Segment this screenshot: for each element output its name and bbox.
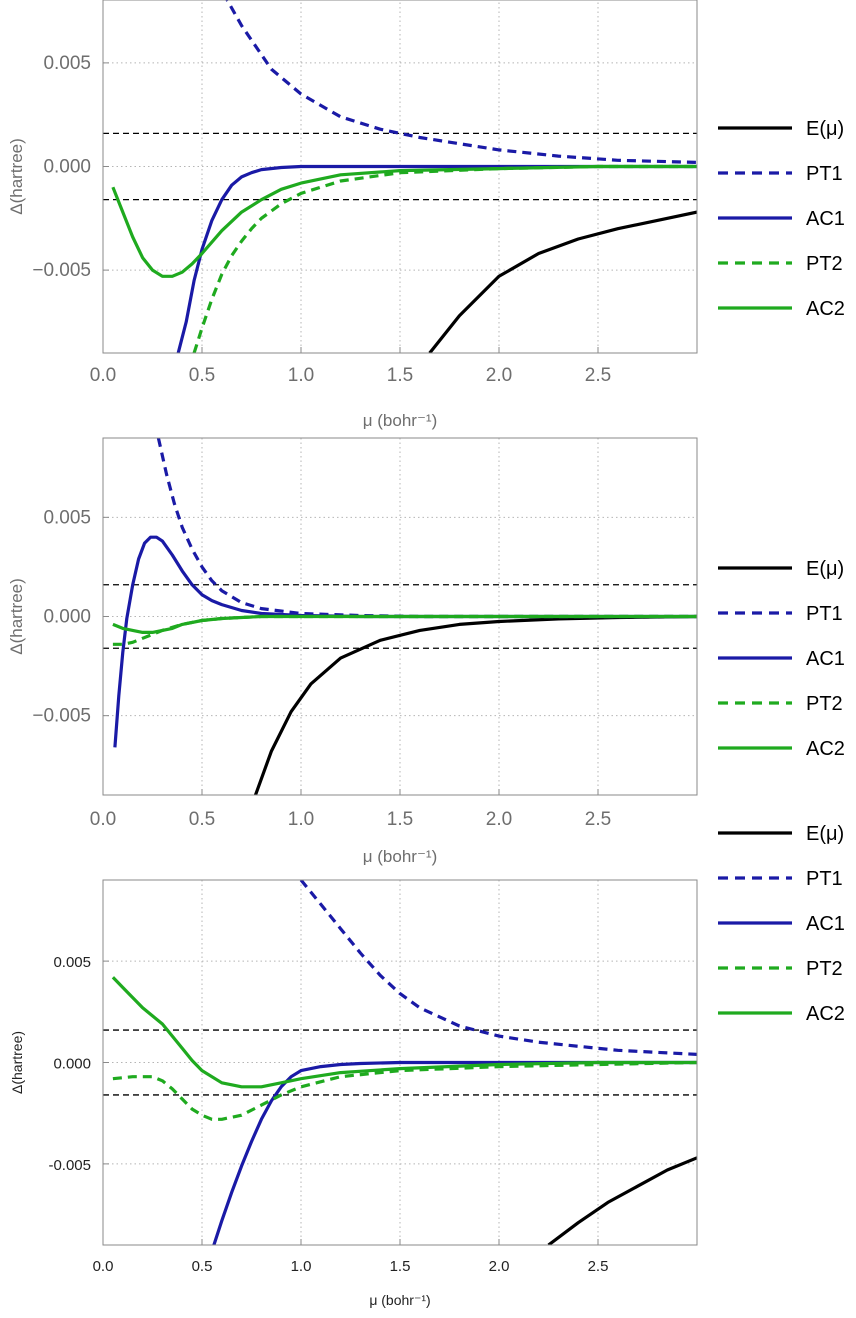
x-tick-label: 2.0 [489,1258,510,1275]
y-tick-label: 0.000 [53,1056,91,1073]
x-tick-label: 0.5 [189,365,215,386]
x-tick-label: 2.0 [486,809,512,830]
y-tick-label: 0.000 [43,607,91,628]
y-axis-title: Δ(hartree) [9,1031,25,1094]
legend-label: PT2 [806,693,843,715]
x-axis-title: μ (bohr⁻¹) [363,411,438,430]
series-line-ac2 [111,164,697,278]
x-tick-label: 1.5 [390,1258,411,1275]
chart-panel-1: 0.0 0.5 1.0 1.5 2.0 2.5 0.005 0.000 −0.005 μ (boh… [7,0,845,430]
series-group [111,880,697,1245]
y-tick-label: 0.005 [43,507,91,528]
y-tick-label: 0.005 [53,954,91,971]
series-line-ac1 [176,164,697,353]
y-tick-label: −0.005 [32,260,91,281]
y-axis-title: Δ(hartree) [7,138,26,215]
x-tick-label: 2.0 [486,365,512,386]
x-axis-title: μ (bohr⁻¹) [369,1292,430,1308]
legend-label: PT1 [806,163,843,185]
legend-label: PT2 [806,958,843,980]
y-axis-title: Δ(hartree) [7,578,26,655]
legend-label: E(μ) [806,558,844,580]
legend-label: PT1 [806,603,843,625]
y-tick-label: 0.000 [43,157,91,178]
x-tick-label: 0.5 [189,809,215,830]
chart-panel-3: 0.0 0.5 1.0 1.5 2.0 2.5 0.005 0.000 -0.005 μ (boh… [9,823,845,1308]
series-line-e [547,1156,697,1245]
x-tick-label: 0.0 [93,1258,114,1275]
legend-label: AC1 [806,208,845,230]
series-group [112,438,697,795]
legend-label: AC2 [806,738,845,760]
x-tick-label: 1.5 [387,809,413,830]
legend-label: AC2 [806,1003,845,1025]
legend-label: PT1 [806,868,843,890]
x-tick-label: 2.5 [585,809,611,830]
x-tick-label: 1.0 [288,365,314,386]
x-tick-label: 1.0 [288,809,314,830]
legend: E(μ) PT1 AC1 PT2 AC2 [718,823,845,1025]
x-tick-label: 2.5 [588,1258,609,1275]
legend-label: E(μ) [806,823,844,845]
series-line-pt1 [156,438,697,619]
series-line-e [428,210,697,353]
series-line-pt1 [225,0,697,164]
grid [103,0,697,353]
y-tick-label: −0.005 [32,706,91,727]
legend-label: AC1 [806,913,845,935]
series-line-pt2 [112,1060,697,1121]
y-tick-label: 0.005 [43,53,91,74]
series-line-e [253,614,697,795]
legend-label: PT2 [806,253,843,275]
legend-label: AC2 [806,298,845,320]
series-line-pt1 [299,880,697,1056]
legend: E(μ) PT1 AC1 PT2 AC2 [718,118,845,320]
x-tick-label: 1.0 [291,1258,312,1275]
x-tick-label: 0.0 [90,365,116,386]
series-group [111,0,697,353]
chart-panel-2: 0.0 0.5 1.0 1.5 2.0 2.5 0.005 0.000 −0.005 μ (boh… [7,437,845,866]
x-tick-label: 0.5 [192,1258,213,1275]
x-tick-label: 2.5 [585,365,611,386]
legend: E(μ) PT1 AC1 PT2 AC2 [718,558,845,760]
series-line-ac2 [111,976,697,1089]
x-tick-label: 1.5 [387,365,413,386]
x-axis-title: μ (bohr⁻¹) [363,847,438,866]
y-tick-label: -0.005 [48,1157,91,1174]
x-tick-label: 0.0 [90,809,116,830]
legend-label: E(μ) [806,118,844,140]
legend-label: AC1 [806,648,845,670]
series-line-ac1 [212,1060,697,1245]
series-line-ac2 [112,614,697,634]
